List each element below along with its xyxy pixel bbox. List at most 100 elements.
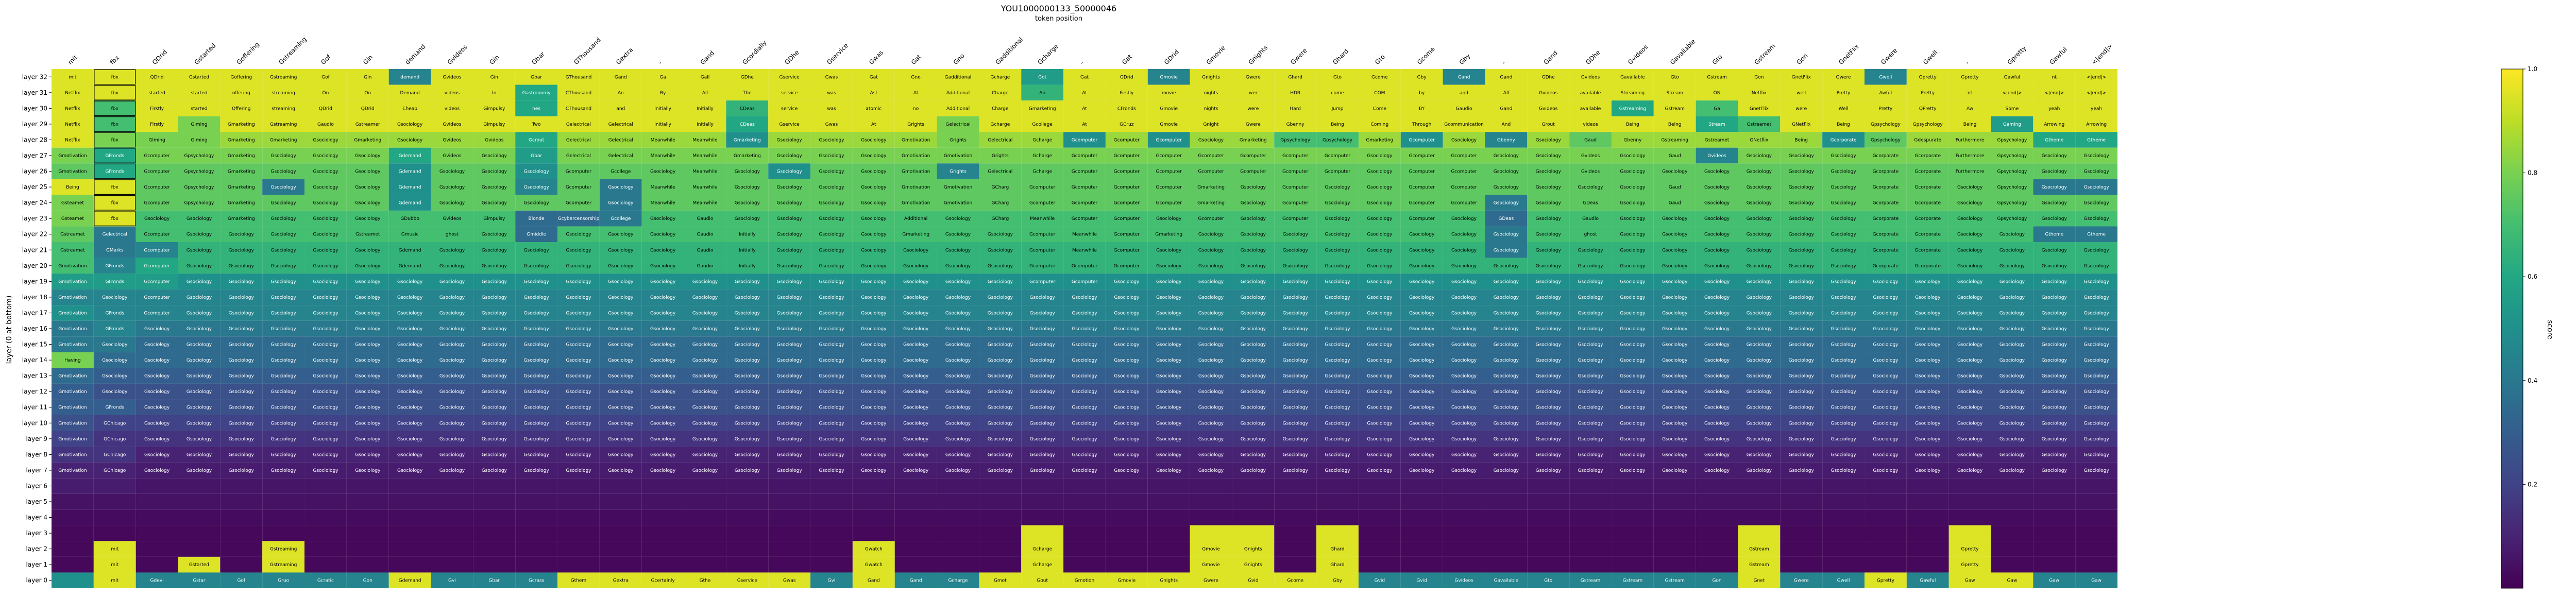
cell-label: Gsociology bbox=[861, 374, 887, 379]
heatmap-cell bbox=[1190, 541, 1232, 557]
cell-label: Gsociology bbox=[1241, 295, 1266, 300]
cell-label: Initially bbox=[697, 106, 714, 111]
heatmap-cell bbox=[135, 399, 178, 415]
cell-label: wer bbox=[1249, 91, 1258, 96]
cell-label: Gsociology bbox=[2083, 264, 2109, 269]
cell-label: Gsociology bbox=[1873, 311, 1899, 316]
cell-label: Gsociology bbox=[650, 405, 676, 411]
heatmap-cell bbox=[93, 258, 136, 274]
heatmap-cell bbox=[1527, 147, 1570, 164]
heatmap-cell bbox=[1527, 210, 1570, 227]
cell-label: Gsociology bbox=[1283, 437, 1309, 442]
cell-label: Gcharge bbox=[990, 75, 1010, 80]
cell-label: Gcomputer bbox=[1029, 248, 1056, 253]
cell-label: Gsociology bbox=[566, 374, 591, 379]
cell-label: Gsociology bbox=[187, 374, 212, 379]
cell-label: Gsociology bbox=[1367, 421, 1393, 426]
cell-label: Gsociology bbox=[735, 374, 760, 379]
y-tick-label: layer 26 bbox=[22, 168, 47, 175]
heatmap-cell bbox=[93, 84, 136, 101]
cell-label: Gsociology bbox=[1494, 452, 1519, 457]
heatmap-cell bbox=[1527, 368, 1570, 384]
heatmap-cell bbox=[1105, 462, 1148, 479]
heatmap-cell bbox=[894, 509, 937, 525]
heatmap-cell bbox=[1400, 399, 1443, 415]
cell-label: Gsociology bbox=[777, 264, 803, 269]
heatmap-cell bbox=[894, 383, 937, 400]
cell-label: Gsociology bbox=[945, 248, 971, 253]
heatmap-cell bbox=[1991, 509, 2033, 525]
cell-label: Gsociology bbox=[566, 327, 591, 332]
cell-label: Gsociology bbox=[2042, 169, 2067, 175]
cell-label: Gsociology bbox=[945, 374, 971, 379]
heatmap-cell bbox=[1653, 274, 1696, 289]
cell-label: At bbox=[871, 122, 876, 127]
cell-label: Gsociology bbox=[1915, 358, 1941, 363]
heatmap-cell bbox=[346, 383, 389, 400]
cell-label: Gsociology bbox=[355, 421, 381, 426]
heatmap-cell bbox=[894, 274, 937, 289]
x-tick-label: GDhe bbox=[1584, 49, 1602, 66]
heatmap-cell bbox=[1822, 258, 1865, 274]
heatmap-cell bbox=[1021, 447, 1064, 463]
heatmap-cell bbox=[1021, 210, 1064, 227]
cell-label: Gmotivation bbox=[58, 468, 87, 473]
cell-label: Gsociology bbox=[1747, 232, 1772, 237]
heatmap-cell bbox=[1232, 478, 1275, 494]
cell-label: Gsociology bbox=[903, 405, 929, 411]
heatmap-cell bbox=[557, 447, 600, 463]
cell-label: Gaudio bbox=[1456, 106, 1472, 111]
heatmap-cell bbox=[515, 541, 558, 557]
heatmap-cell bbox=[979, 320, 1022, 337]
cell-label: Gsociology bbox=[735, 201, 760, 206]
cell-label: Gsociology bbox=[1451, 437, 1477, 442]
cell-label: Gsociology bbox=[1325, 421, 1350, 426]
heatmap-cell bbox=[1906, 163, 1949, 179]
cell-label: Gsociology bbox=[1409, 279, 1435, 284]
heatmap-cell bbox=[768, 352, 811, 368]
x-tick-label: Gand bbox=[699, 49, 716, 66]
heatmap-cell bbox=[1443, 352, 1485, 368]
heatmap-cell bbox=[262, 493, 305, 510]
heatmap-cell bbox=[1274, 289, 1317, 305]
heatmap-cell bbox=[1948, 541, 1991, 557]
heatmap-cell bbox=[1400, 210, 1443, 227]
cell-label: Gout bbox=[1037, 578, 1048, 584]
heatmap-cell bbox=[1358, 447, 1401, 463]
cell-label: Gsociology bbox=[313, 421, 338, 426]
x-tick-label: Gawful bbox=[2048, 46, 2068, 66]
heatmap-cell bbox=[1021, 368, 1064, 384]
heatmap-cell bbox=[1147, 399, 1190, 415]
heatmap-cell bbox=[1274, 493, 1317, 510]
y-axis-label: layer (0 at bottom) bbox=[5, 295, 13, 364]
heatmap-cell bbox=[1906, 572, 1949, 588]
cell-label: Gsociology bbox=[144, 421, 170, 426]
cell-label: Gsociology bbox=[1409, 468, 1435, 473]
cell-label: Gsociology bbox=[1747, 374, 1772, 379]
y-tick-label: layer 21 bbox=[22, 246, 47, 253]
cell-label: Gsociology bbox=[692, 358, 718, 363]
cell-label: Gwere bbox=[1246, 75, 1261, 80]
cell-label: Gsociology bbox=[1999, 264, 2025, 269]
y-tick-label: layer 11 bbox=[22, 404, 47, 411]
heatmap-cell bbox=[1527, 431, 1570, 447]
cell-label: Gsociology bbox=[1957, 279, 1983, 284]
cell-label: Gstreamet bbox=[355, 232, 380, 237]
heatmap-cell bbox=[810, 383, 853, 400]
cell-label: ON bbox=[1714, 91, 1721, 96]
cell-label: Gsociology bbox=[650, 343, 676, 348]
heatmap-cell bbox=[1864, 69, 1907, 85]
heatmap-cell bbox=[2033, 289, 2076, 305]
heatmap-cell bbox=[1611, 556, 1654, 573]
heatmap-cell bbox=[557, 368, 600, 384]
cell-label: Awful bbox=[1879, 91, 1892, 96]
cell-label: Gsociology bbox=[1704, 295, 1730, 300]
heatmap-cell bbox=[1443, 274, 1485, 289]
heatmap-cell bbox=[894, 147, 937, 164]
heatmap-cell bbox=[1696, 289, 1738, 305]
heatmap-cell bbox=[135, 336, 178, 352]
heatmap-cell bbox=[852, 179, 895, 195]
cell-label: Gpsychology bbox=[1997, 138, 2027, 143]
heatmap-cell bbox=[768, 258, 811, 274]
heatmap-cell bbox=[1232, 352, 1275, 368]
